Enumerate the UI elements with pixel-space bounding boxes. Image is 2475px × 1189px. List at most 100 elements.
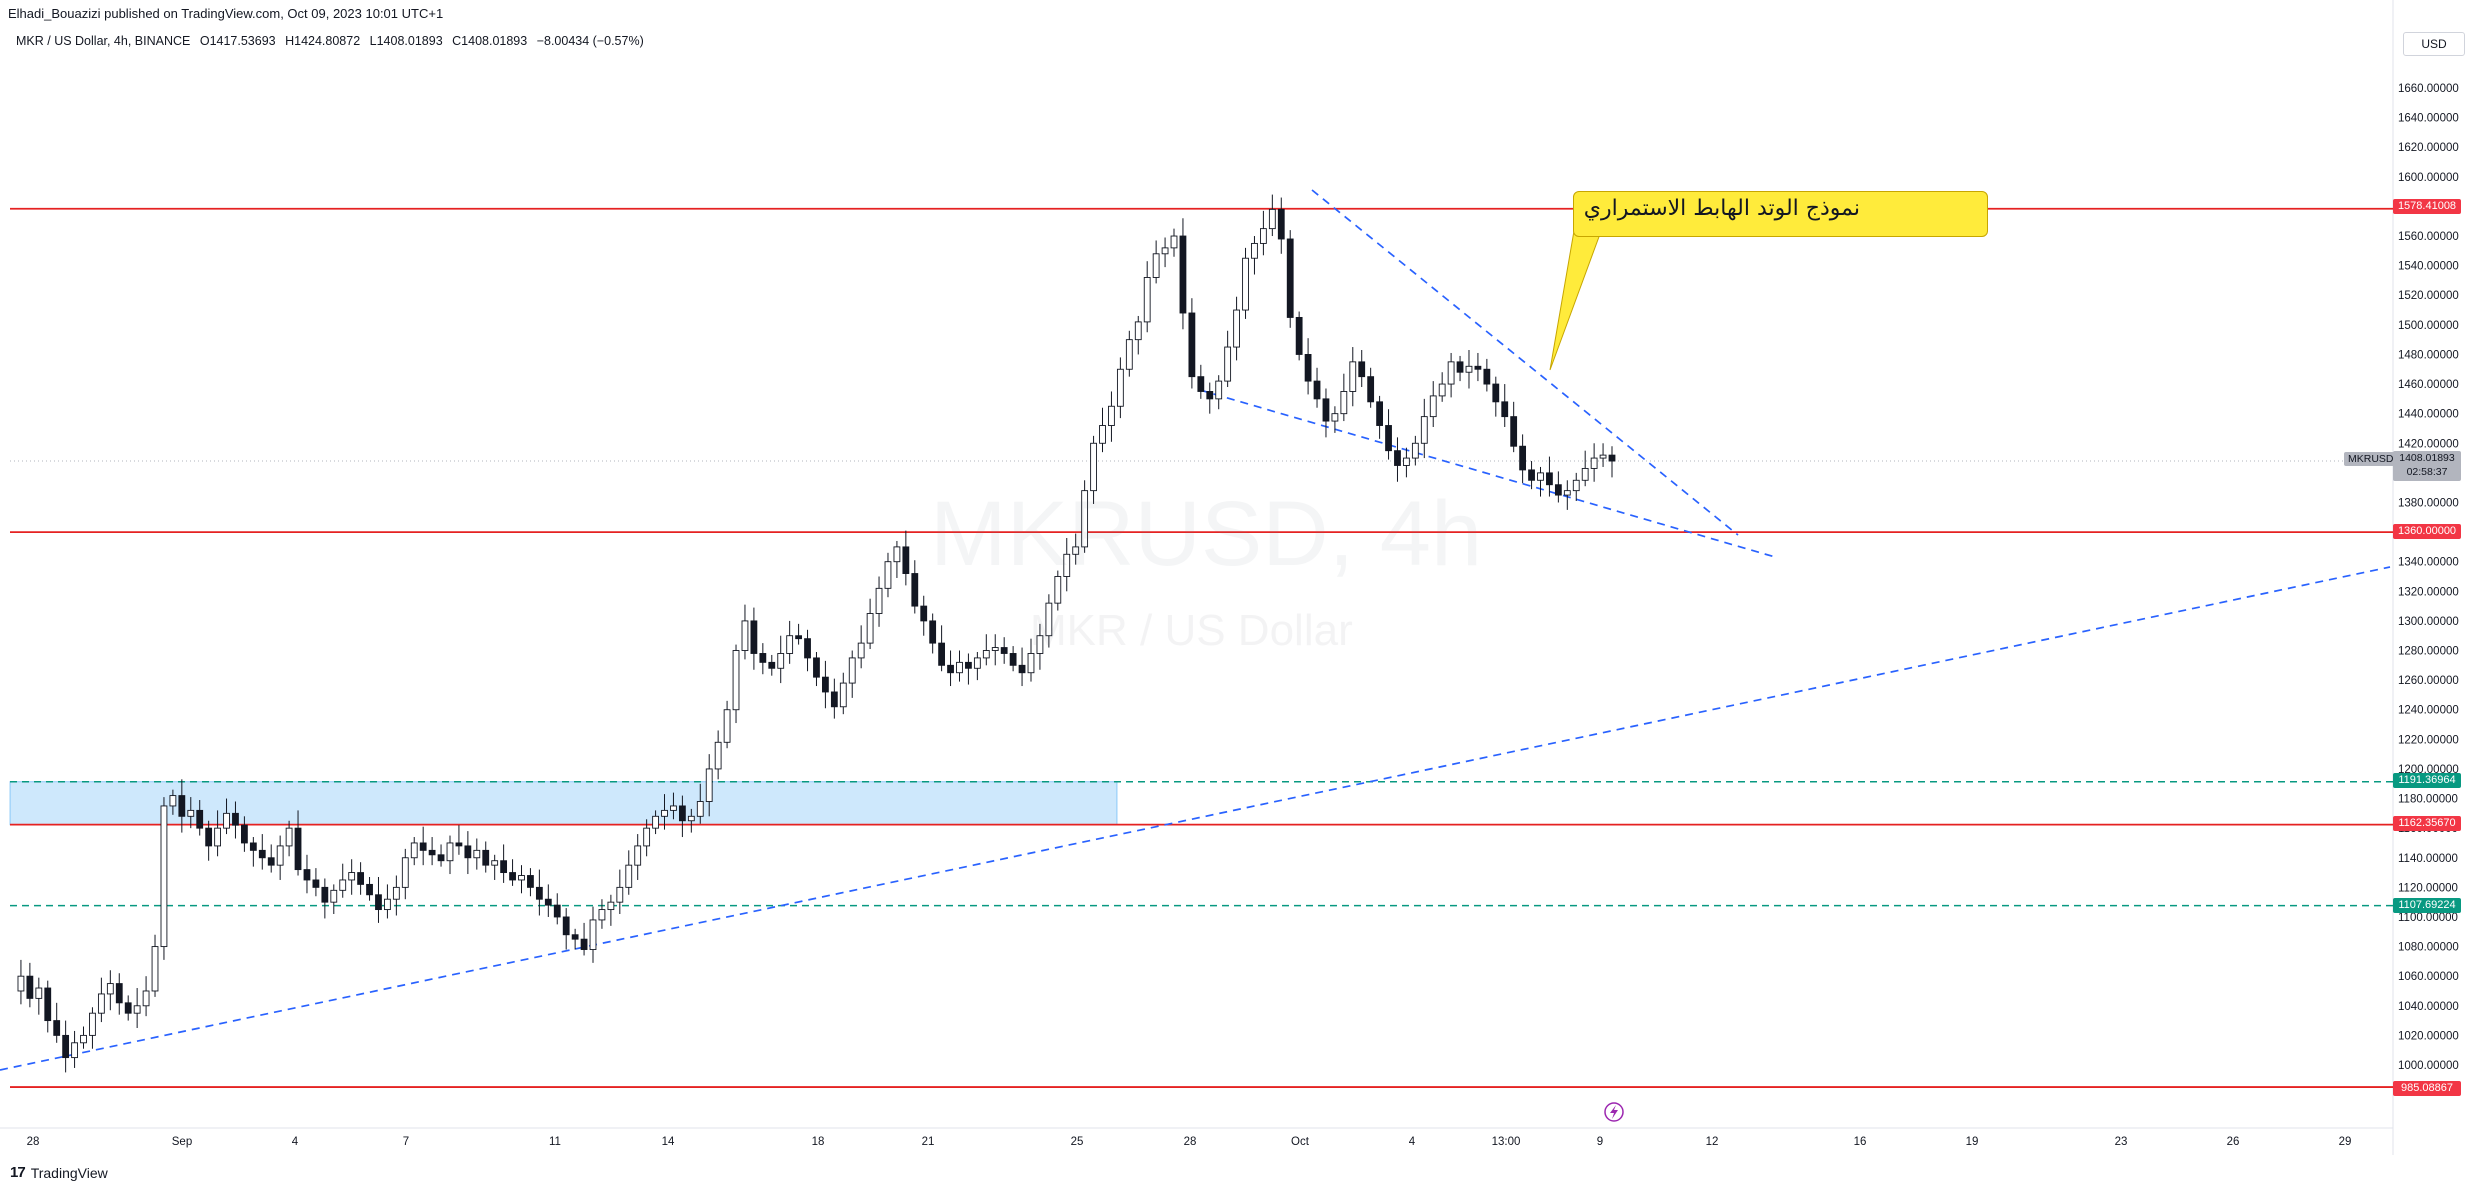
candle (777, 635, 785, 684)
y-tick-label: 1000.00000 (2398, 1060, 2459, 1072)
candle-body-down (1304, 354, 1312, 382)
candle-body-up (1072, 546, 1080, 555)
candle (258, 834, 266, 870)
candle-body-up (348, 872, 356, 881)
candle (446, 835, 454, 875)
candle-body-down (437, 854, 445, 862)
x-tick-label: 19 (1966, 1136, 1979, 1148)
callout-box[interactable] (1573, 191, 1988, 237)
candle-body-up (89, 1012, 96, 1036)
candle-body-up (866, 613, 874, 644)
candle (339, 863, 347, 898)
candle (1554, 471, 1562, 503)
candle-body-up (446, 842, 454, 862)
candle-body-down (759, 653, 767, 663)
candle-body-down (1492, 383, 1500, 403)
candle (893, 540, 901, 578)
candle (17, 959, 25, 1005)
x-tick-label: 7 (403, 1136, 409, 1148)
candle (187, 797, 195, 829)
candle (1036, 623, 1044, 670)
y-tick-label: 1660.00000 (2398, 83, 2459, 95)
demand-zone (9, 781, 1118, 826)
candle-body-up (1259, 228, 1267, 244)
candle-body-down (1179, 235, 1187, 314)
lightning-icon[interactable] (1604, 1102, 1624, 1122)
candle (348, 859, 356, 895)
candle-body-up (142, 990, 150, 1007)
x-tick-label: 13:00 (1492, 1136, 1521, 1148)
currency-selector[interactable]: USD (2403, 32, 2465, 56)
candle (1581, 450, 1589, 487)
candle-body-up (97, 993, 105, 1014)
candle-body-down (795, 635, 802, 640)
candle (732, 644, 740, 724)
y-tick-label: 1100.00000 (2398, 912, 2458, 924)
watermark-title: MKRUSD, 4h (930, 483, 1483, 585)
x-tick-label: Sep (172, 1136, 192, 1148)
candle (884, 552, 892, 598)
candle-body-down (464, 845, 472, 859)
candle-body-up (1447, 361, 1455, 385)
countdown-timer: 02:58:37 (2406, 466, 2448, 478)
candle-body-down (553, 904, 561, 918)
candle (902, 530, 910, 586)
candle-body-down (527, 875, 534, 888)
candle-body-up (1143, 277, 1151, 323)
candle-body-up (1116, 368, 1124, 407)
candle (196, 800, 204, 836)
candle (518, 865, 525, 894)
candle-body-down (938, 642, 946, 666)
candle (661, 794, 668, 830)
candle (1438, 372, 1446, 402)
candle-body-up (1027, 653, 1035, 674)
candle (26, 962, 34, 1008)
candle (1063, 538, 1071, 592)
tradingview-logo[interactable]: 17 TradingView (10, 1164, 108, 1181)
y-tick-label: 1380.00000 (2398, 497, 2459, 509)
ohlc-change: −8.00434 (−0.57%) (536, 34, 644, 48)
ohlc-low: L1408.01893 (369, 34, 443, 48)
candle-body-down (678, 805, 686, 822)
candle-body-down (124, 1002, 132, 1014)
candle (1358, 350, 1366, 388)
candle-body-down (241, 824, 248, 844)
x-tick-label: 18 (812, 1136, 825, 1148)
callout-text: نموذج الوتد الهابط الاستمراري (1583, 196, 1860, 221)
candle-body-up (607, 901, 615, 911)
candle (965, 653, 972, 685)
candle (875, 576, 883, 627)
candle-body-up (1063, 553, 1071, 577)
candle-body-down (571, 934, 579, 940)
x-tick-label: 16 (1854, 1136, 1867, 1148)
level-tag-zone-top: 1191.36964 (2393, 773, 2461, 788)
symbol-name[interactable]: MKR / US Dollar, 4h, BINANCE (16, 34, 191, 48)
x-tick-label: 12 (1706, 1136, 1719, 1148)
candle (911, 560, 919, 614)
candle (366, 877, 373, 901)
candle (1483, 358, 1491, 392)
candle-body-up (491, 860, 499, 866)
candle (1599, 443, 1607, 467)
candle-body-up (1331, 413, 1339, 422)
candle-body-up (214, 827, 221, 847)
candle (151, 934, 159, 997)
candle (813, 651, 820, 687)
candle-body-up (276, 845, 284, 866)
y-tick-label: 1120.00000 (2398, 882, 2458, 894)
candle-body-down (455, 842, 463, 847)
candle (1233, 296, 1240, 361)
candle-body-up (133, 1005, 141, 1014)
candle-body-up (187, 809, 195, 817)
candle (1608, 446, 1616, 478)
candle-body-up (160, 805, 168, 948)
candle-body-up (1161, 247, 1169, 255)
candle-body-up (625, 864, 633, 888)
candle (1537, 466, 1544, 497)
candle (678, 795, 686, 838)
candle (1259, 210, 1267, 256)
y-tick-label: 1480.00000 (2398, 349, 2459, 361)
y-tick-label: 1280.00000 (2398, 646, 2459, 658)
candle-body-up (1152, 253, 1160, 278)
